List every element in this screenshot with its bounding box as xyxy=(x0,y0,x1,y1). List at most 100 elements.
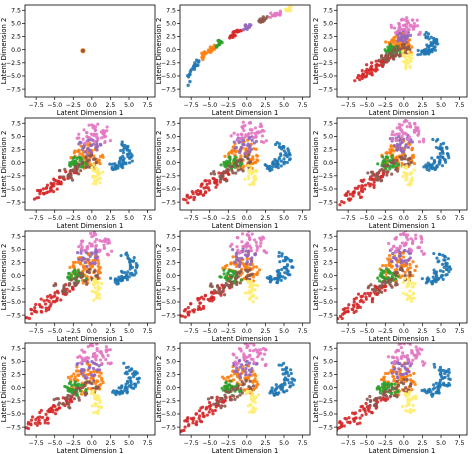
data-point xyxy=(261,15,265,19)
data-point xyxy=(223,154,227,158)
data-point xyxy=(200,53,205,57)
data-point xyxy=(215,284,220,288)
y-tick-label: −5.0 xyxy=(6,299,21,306)
data-point xyxy=(96,122,100,126)
data-point xyxy=(222,160,226,164)
data-point xyxy=(223,276,227,280)
data-point xyxy=(414,236,418,241)
data-point xyxy=(433,278,437,283)
data-point xyxy=(363,183,368,187)
data-point xyxy=(229,150,233,154)
data-point xyxy=(85,244,90,249)
data-point xyxy=(408,343,412,346)
data-point xyxy=(222,293,227,297)
data-point xyxy=(70,387,75,391)
data-point xyxy=(386,45,390,49)
data-point xyxy=(242,128,246,133)
data-point xyxy=(343,416,347,421)
data-point xyxy=(409,361,413,365)
data-point xyxy=(76,166,80,170)
y-tick-label: −2.5 xyxy=(318,398,333,405)
data-point xyxy=(74,159,78,163)
data-point xyxy=(201,411,205,415)
data-point xyxy=(340,200,344,204)
data-point xyxy=(277,156,281,160)
data-point xyxy=(185,194,189,198)
data-point xyxy=(430,394,434,398)
y-tick-label: 7.5 xyxy=(11,345,21,352)
x-tick-label: −7.5 xyxy=(341,328,356,335)
data-point xyxy=(245,265,249,270)
data-point xyxy=(402,249,406,253)
x-tick-label: 5.0 xyxy=(124,102,134,109)
data-point xyxy=(230,165,234,169)
data-point xyxy=(275,141,279,145)
data-point xyxy=(433,365,437,369)
data-point xyxy=(93,127,97,132)
x-axis-label: Latent Dimension 1 xyxy=(57,447,124,454)
data-point xyxy=(444,273,448,277)
data-point xyxy=(86,257,90,262)
data-point xyxy=(32,197,37,201)
data-point xyxy=(130,273,135,277)
data-point xyxy=(409,382,413,386)
data-point xyxy=(91,366,96,371)
data-point xyxy=(417,132,421,136)
data-point xyxy=(399,346,403,350)
data-point xyxy=(359,405,363,409)
data-point xyxy=(246,157,250,161)
data-point xyxy=(412,21,416,26)
data-point xyxy=(61,401,65,406)
data-point xyxy=(237,251,241,255)
data-point xyxy=(276,162,280,167)
y-tick-label: −2.5 xyxy=(161,286,176,293)
data-point xyxy=(54,397,59,401)
data-point xyxy=(45,298,49,302)
y-tick-label: −7.5 xyxy=(161,86,176,93)
data-point xyxy=(390,285,394,289)
data-point xyxy=(391,56,396,61)
data-point xyxy=(42,299,46,303)
data-point xyxy=(132,375,136,379)
data-point xyxy=(224,380,228,385)
data-point xyxy=(79,242,83,246)
data-point xyxy=(269,389,274,393)
data-point xyxy=(401,49,405,53)
x-tick-label: −2.5 xyxy=(221,215,236,222)
data-point xyxy=(68,265,72,269)
axes-frame xyxy=(24,342,156,436)
y-tick-label: 5.0 xyxy=(166,359,176,366)
data-point xyxy=(361,73,365,77)
data-point xyxy=(361,300,365,304)
x-tick-label: 0.0 xyxy=(87,328,97,335)
x-axis-label: Latent Dimension 1 xyxy=(212,109,279,117)
data-point xyxy=(78,387,82,391)
data-point xyxy=(116,282,120,286)
data-point xyxy=(45,183,50,187)
data-point xyxy=(399,355,403,359)
data-point xyxy=(89,163,93,167)
data-point xyxy=(84,165,88,169)
data-point xyxy=(421,137,426,141)
data-point xyxy=(381,174,385,178)
data-point xyxy=(230,398,234,402)
data-point xyxy=(408,266,412,270)
data-point xyxy=(56,291,60,295)
y-tick-label: 2.5 xyxy=(323,147,333,154)
data-point xyxy=(446,373,450,378)
data-point xyxy=(354,309,358,313)
axes-frame xyxy=(24,4,156,98)
data-point xyxy=(231,378,236,382)
data-point xyxy=(343,310,347,314)
data-point xyxy=(404,67,408,71)
x-axis-label: Latent Dimension 1 xyxy=(369,222,436,230)
data-point xyxy=(402,137,406,141)
data-point xyxy=(407,258,411,262)
data-point xyxy=(248,262,252,266)
data-point xyxy=(437,276,441,281)
data-point xyxy=(100,361,104,366)
scatter-points xyxy=(337,231,453,321)
data-point xyxy=(186,306,190,310)
data-point xyxy=(203,294,207,298)
data-point xyxy=(93,393,97,398)
